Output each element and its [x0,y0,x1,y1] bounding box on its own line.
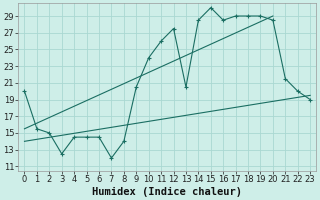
X-axis label: Humidex (Indice chaleur): Humidex (Indice chaleur) [92,186,242,197]
